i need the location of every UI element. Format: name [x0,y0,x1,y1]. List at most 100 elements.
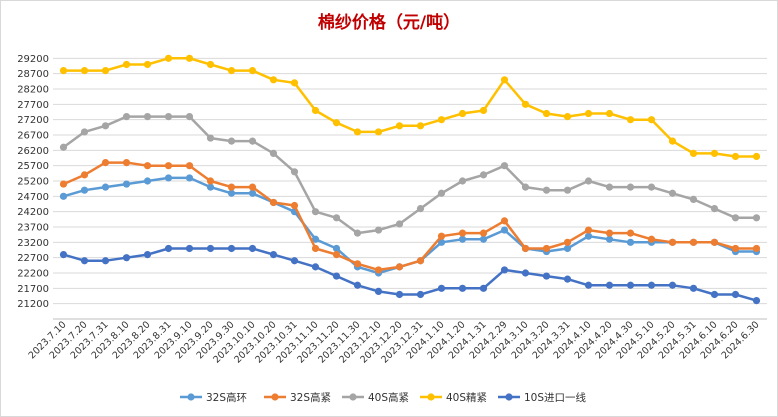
series-3 [59,54,761,161]
y-tick-label: 22200 [17,269,49,280]
data-point [605,235,614,243]
data-point [143,162,152,170]
data-point [122,113,131,121]
data-point [521,269,530,277]
y-tick-label: 24200 [17,207,49,218]
data-point [185,113,194,121]
data-point [374,287,383,295]
data-point [521,244,530,253]
data-point [164,113,173,121]
data-point [458,235,467,243]
data-point [521,183,530,191]
legend-label: 10S进口一线 [524,391,587,404]
data-point [269,76,278,84]
data-point [584,109,593,118]
data-point [248,137,257,145]
data-point [500,217,509,225]
data-point [374,226,383,234]
data-point [563,275,572,283]
data-point [227,67,236,75]
y-tick-label: 26200 [17,146,49,157]
data-point [80,186,89,194]
data-point [731,244,740,253]
data-point [395,220,404,228]
data-point [605,109,614,118]
data-point [605,281,614,289]
data-point [416,205,425,213]
series-line [63,57,757,158]
data-point [311,263,320,271]
data-point [668,137,677,145]
data-point [227,244,236,253]
data-point [437,116,446,124]
data-point [101,183,110,191]
data-point [752,244,761,253]
data-point [206,177,215,185]
data-point [710,149,719,157]
data-point [59,67,68,75]
data-point [479,171,488,179]
data-point [59,192,68,200]
data-point [374,128,383,136]
series-lines [59,54,761,305]
legend-swatch-marker [505,393,513,401]
chart-title: 棉纱价格（元/吨） [318,12,460,33]
data-point [248,189,257,197]
data-point [689,284,698,292]
data-point [206,244,215,253]
data-point [227,189,236,197]
data-point [164,174,173,182]
data-point [416,290,425,299]
y-tick-label: 23700 [17,223,49,234]
data-point [290,79,299,87]
data-point [710,290,719,299]
data-point [458,109,467,118]
data-point [311,208,320,216]
data-point [59,143,68,151]
data-point [311,235,320,243]
y-tick-label: 22700 [17,253,49,264]
data-point [332,272,341,280]
legend-swatch-marker [271,393,279,401]
legend-label: 40S精紧 [446,391,487,404]
data-point [689,195,698,203]
data-point [479,235,488,243]
data-point [185,244,194,253]
y-tick-label: 28200 [17,85,49,96]
data-point [416,257,425,265]
data-point [647,183,656,191]
data-point [332,214,341,222]
data-point [206,183,215,191]
data-point [185,162,194,170]
data-point [269,251,278,259]
data-point [458,284,467,292]
y-tick-label: 29200 [17,54,49,65]
y-tick-label: 26700 [17,131,49,142]
data-point [395,122,404,130]
data-point [437,189,446,197]
data-point [122,159,131,167]
data-point [626,238,635,246]
data-point [563,244,572,253]
y-tick-label: 23200 [17,238,49,249]
data-point [101,122,110,130]
y-tick-label: 27200 [17,115,49,126]
y-tick-label: 25200 [17,177,49,188]
data-point [542,272,551,280]
data-point [143,251,152,259]
data-point [458,177,467,185]
data-point [542,244,551,253]
series-line [62,115,757,235]
data-point [269,149,278,157]
data-point [500,266,509,274]
data-point [164,162,173,170]
series-line [62,161,757,272]
data-point [353,229,362,237]
data-point [395,263,404,271]
y-tick-label: 21200 [17,299,49,310]
data-point [164,244,173,253]
data-point [689,149,698,157]
legend-label: 32S高环 [206,391,247,404]
